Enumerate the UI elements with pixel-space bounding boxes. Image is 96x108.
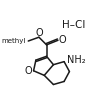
Text: H–Cl: H–Cl	[62, 20, 85, 30]
Text: O: O	[59, 34, 66, 44]
Text: O: O	[24, 66, 32, 76]
Text: methyl: methyl	[2, 38, 26, 44]
Text: NH₂: NH₂	[67, 55, 86, 65]
Text: O: O	[35, 28, 43, 38]
